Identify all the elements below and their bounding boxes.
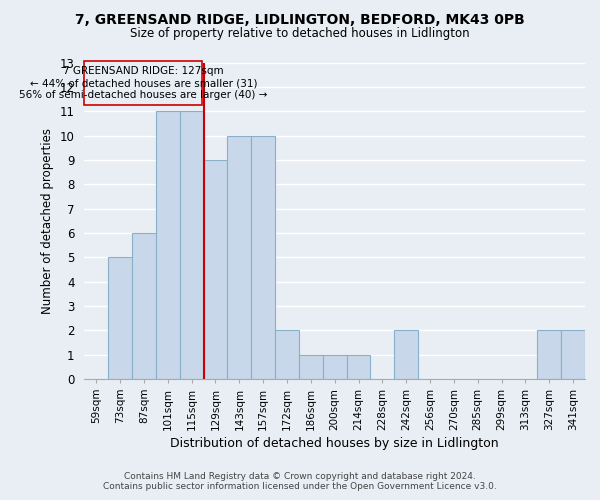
Bar [323, 354, 347, 379]
Bar [203, 160, 227, 379]
Text: 56% of semi-detached houses are larger (40) →: 56% of semi-detached houses are larger (… [19, 90, 268, 101]
Text: 7 GREENSAND RIDGE: 127sqm: 7 GREENSAND RIDGE: 127sqm [63, 66, 224, 76]
Text: 7, GREENSAND RIDGE, LIDLINGTON, BEDFORD, MK43 0PB: 7, GREENSAND RIDGE, LIDLINGTON, BEDFORD,… [75, 12, 525, 26]
Bar [108, 257, 132, 379]
Bar [275, 330, 299, 379]
Bar [85, 62, 202, 105]
Bar [299, 354, 323, 379]
Y-axis label: Number of detached properties: Number of detached properties [41, 128, 54, 314]
Bar [538, 330, 561, 379]
Text: Contains HM Land Registry data © Crown copyright and database right 2024.
Contai: Contains HM Land Registry data © Crown c… [103, 472, 497, 491]
Text: ← 44% of detached houses are smaller (31): ← 44% of detached houses are smaller (31… [29, 78, 257, 88]
Bar [347, 354, 370, 379]
X-axis label: Distribution of detached houses by size in Lidlington: Distribution of detached houses by size … [170, 437, 499, 450]
Bar [132, 233, 156, 379]
Text: Size of property relative to detached houses in Lidlington: Size of property relative to detached ho… [130, 28, 470, 40]
Bar [394, 330, 418, 379]
Bar [180, 111, 203, 379]
Bar [561, 330, 585, 379]
Bar [156, 111, 180, 379]
Bar [227, 136, 251, 379]
Bar [251, 136, 275, 379]
